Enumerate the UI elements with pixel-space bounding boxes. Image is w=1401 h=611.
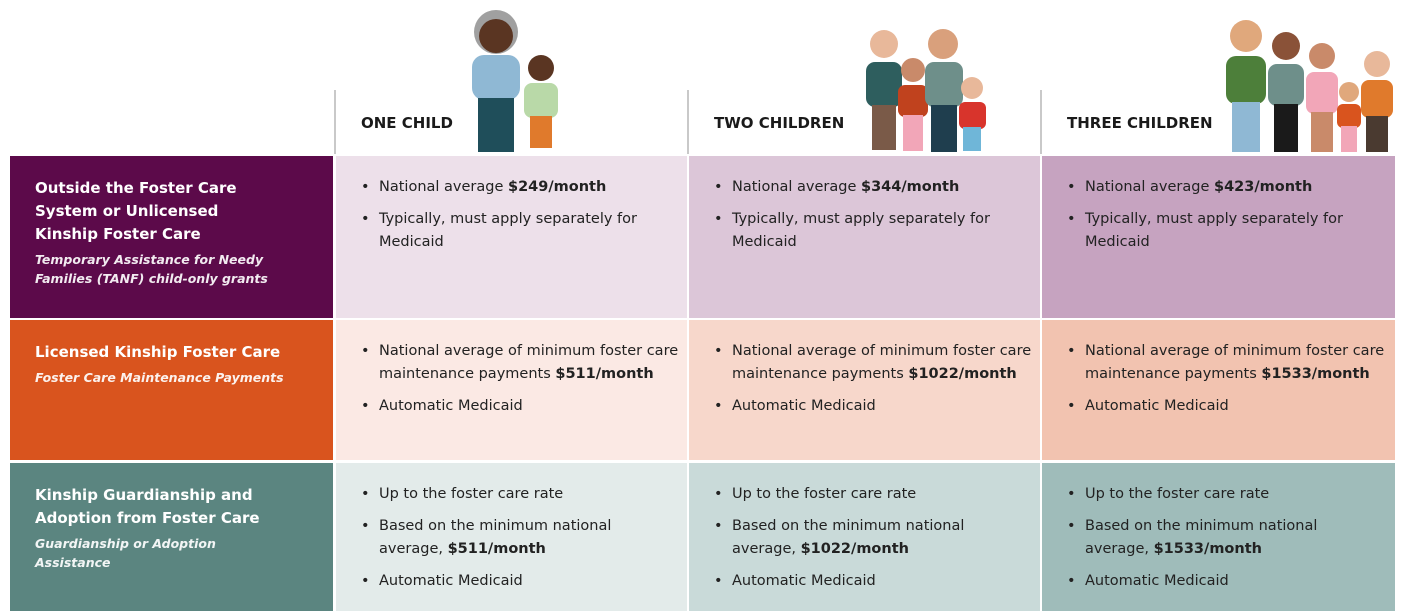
bullet: Up to the foster care rate [714,483,1032,506]
bullet: National average of minimum foster care … [361,340,679,386]
bullet: Automatic Medicaid [714,570,1032,593]
bullet-text: Typically, must apply separately for Med… [1085,211,1343,250]
figures-three [1226,20,1393,152]
bullet: National average of minimum foster care … [714,340,1032,386]
bullet: Up to the foster care rate [361,483,679,506]
bullet: Typically, must apply separately for Med… [1067,208,1385,254]
bullet: Automatic Medicaid [1067,395,1385,418]
bullet: Typically, must apply separately for Med… [714,208,1032,254]
cell: Up to the foster care rate Based on the m… [1042,463,1395,611]
row-title: Outside the Foster Care System or Unlice… [35,179,237,243]
row-label: Kinship Guardianship and Adoption from F… [10,463,333,611]
bullet: National average $344/month [714,176,1032,199]
row-title: Kinship Guardianship and Adoption from F… [35,486,260,527]
bullet-text: Up to the foster care rate [732,486,917,502]
bullet-text: Automatic Medicaid [379,573,523,589]
bullet-text: Automatic Medicaid [1085,573,1229,589]
row-subtitle: Foster Care Maintenance Payments [35,370,284,385]
bullet-text: National average of minimum foster care … [379,343,679,382]
cell: National average of minimum foster care … [1042,320,1395,460]
bullet-text: National average of minimum foster care … [732,343,1032,382]
bullet: Automatic Medicaid [1067,570,1385,593]
bullet: Based on the minimum national average, $… [361,515,679,561]
row-subtitle: Guardianship or Adoption Assistance [35,536,216,570]
bullet-text: Automatic Medicaid [732,573,876,589]
bullet-amount: $1533/month [1153,541,1262,557]
row-title: Licensed Kinship Foster Care [35,343,281,361]
bullet: Based on the minimum national average, $… [714,515,1032,561]
bullet-text: Based on the minimum national average, [732,518,965,557]
divider [1040,90,1042,154]
bullet-amount: $249/month [508,179,607,195]
bullet-text: Automatic Medicaid [1085,398,1229,414]
bullet-text: National average [732,179,861,195]
row-subtitle: Temporary Assistance for Needy Families … [35,252,268,286]
bullet: Automatic Medicaid [361,395,679,418]
cell: National average of minimum foster care … [689,320,1040,460]
bullet: Up to the foster care rate [1067,483,1385,506]
bullet: Automatic Medicaid [361,570,679,593]
column-header: ONE CHILD [361,114,453,132]
cell: Up to the foster care rate Based on the m… [689,463,1040,611]
bullet-amount: $511/month [555,366,654,382]
bullet-text: Automatic Medicaid [732,398,876,414]
bullet-amount: $1022/month [908,366,1017,382]
column-header: TWO CHILDREN [714,114,845,132]
column-header: THREE CHILDREN [1067,114,1213,132]
cell: National average $344/month Typically, mu… [689,156,1040,318]
row-label: Outside the Foster Care System or Unlice… [10,156,333,318]
cell: National average $249/month Typically, mu… [336,156,687,318]
bullet-text: Up to the foster care rate [1085,486,1270,502]
figures-two [866,29,986,152]
bullet-amount: $511/month [447,541,546,557]
bullet: National average $249/month [361,176,679,199]
divider [687,90,689,154]
bullet-text: Automatic Medicaid [379,398,523,414]
bullet-text: Typically, must apply separately for Med… [379,211,637,250]
bullet: Based on the minimum national average, $… [1067,515,1385,561]
bullet-amount: $344/month [861,179,960,195]
bullet-text: Based on the minimum national average, [379,518,612,557]
divider [334,90,336,154]
bullet-text: National average [379,179,508,195]
cell: Up to the foster care rate Based on the m… [336,463,687,611]
cell: National average of minimum foster care … [336,320,687,460]
illustrations [472,10,1393,152]
bullet-amount: $423/month [1214,179,1313,195]
bullet-amount: $1533/month [1261,366,1370,382]
bullet-text: National average of minimum foster care … [1085,343,1385,382]
bullet: National average of minimum foster care … [1067,340,1385,386]
figures-one [472,10,558,152]
bullet: Typically, must apply separately for Med… [361,208,679,254]
bullet: Automatic Medicaid [714,395,1032,418]
cell: National average $423/month Typically, mu… [1042,156,1395,318]
bullet-amount: $1022/month [800,541,909,557]
bullet: National average $423/month [1067,176,1385,199]
bullet-text: Typically, must apply separately for Med… [732,211,990,250]
bullet-text: Based on the minimum national average, [1085,518,1318,557]
bullet-text: Up to the foster care rate [379,486,564,502]
bullet-text: National average [1085,179,1214,195]
row-label: Licensed Kinship Foster Care Foster Care … [10,320,333,460]
